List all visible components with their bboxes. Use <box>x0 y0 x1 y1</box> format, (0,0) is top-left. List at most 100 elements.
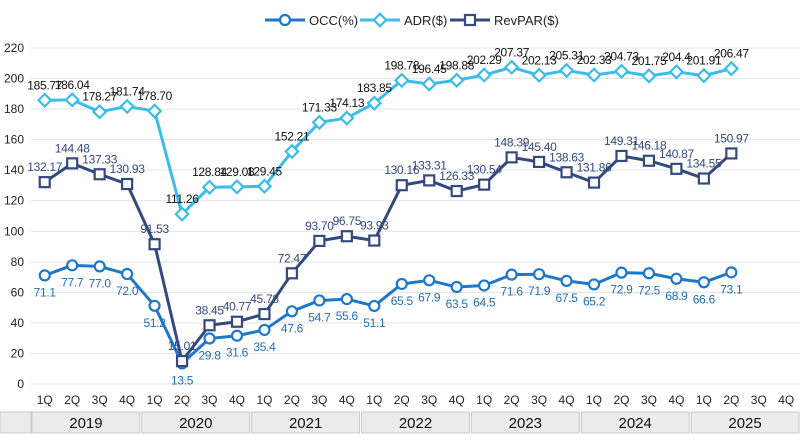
data-label: 67.5 <box>555 291 578 305</box>
data-label: 77.7 <box>61 275 84 289</box>
year-band-left-cap <box>0 411 32 434</box>
legend-label: ADR($) <box>404 13 447 28</box>
data-point-circle <box>285 305 299 318</box>
y-tick-label: 40 <box>11 316 25 330</box>
x-quarter-label: 1Q <box>476 393 492 407</box>
data-label: 68.9 <box>665 289 688 303</box>
data-point-diamond <box>311 114 328 131</box>
data-point-diamond <box>36 92 53 109</box>
data-point-circle <box>423 274 436 287</box>
series-revpar <box>38 147 738 368</box>
data-point-diamond <box>91 103 108 120</box>
x-year-label: 2021 <box>289 415 322 432</box>
y-tick-label: 80 <box>11 255 25 269</box>
data-point-circle <box>66 259 79 272</box>
data-label: 126.33 <box>439 169 475 183</box>
data-label: 35.4 <box>253 340 276 354</box>
data-point-square <box>121 177 134 191</box>
x-quarter-label: 3Q <box>641 393 657 407</box>
data-label: 65.5 <box>391 294 414 308</box>
data-label: 205.31 <box>549 48 585 62</box>
data-point-diamond <box>723 60 740 77</box>
x-quarter-label: 4Q <box>229 393 245 407</box>
y-tick-label: 60 <box>11 285 25 299</box>
data-label: 198.78 <box>384 58 420 72</box>
data-label: 133.31 <box>412 158 448 172</box>
data-label: 148.39 <box>494 135 530 149</box>
data-label: 207.37 <box>494 45 530 59</box>
data-point-circle <box>587 278 601 291</box>
data-point-diamond <box>668 64 685 80</box>
x-quarter-label: 4Q <box>778 393 794 407</box>
data-label: 146.18 <box>631 139 667 153</box>
data-point-circle <box>340 292 353 306</box>
data-label: 71.6 <box>501 285 524 299</box>
data-point-diamond <box>696 67 712 84</box>
data-point-circle <box>121 267 134 281</box>
data-label: 129.45 <box>247 164 283 178</box>
data-point-circle <box>395 277 408 291</box>
data-label: 137.33 <box>82 152 118 166</box>
data-point-circle <box>560 274 573 288</box>
data-point-square <box>38 176 51 189</box>
x-year-label: 2024 <box>619 415 652 432</box>
x-quarter-label: 2Q <box>174 393 190 407</box>
x-quarter-label: 1Q <box>37 393 53 407</box>
data-label: 201.91 <box>686 54 722 68</box>
legend: OCC(%) ADR($) RevPAR($) <box>265 12 559 28</box>
data-point-circle <box>642 267 656 280</box>
data-label: 130.54 <box>467 163 503 177</box>
data-label: 185.77 <box>27 78 63 92</box>
data-point-circle <box>450 280 463 294</box>
data-label: 178.70 <box>137 89 173 103</box>
data-label: 51.1 <box>363 316 386 330</box>
data-label: 72.0 <box>116 284 139 298</box>
data-point-square <box>697 172 710 185</box>
series-lines <box>36 59 740 370</box>
data-label: 71.1 <box>34 285 57 299</box>
data-point-square <box>642 154 656 167</box>
data-label: 96.75 <box>333 214 362 228</box>
data-point-square <box>587 176 601 189</box>
data-point-diamond <box>503 59 520 76</box>
data-label: 132.17 <box>27 160 63 174</box>
gridlines <box>31 47 800 385</box>
data-label: 47.6 <box>281 321 304 335</box>
x-quarter-label: 3Q <box>421 393 437 407</box>
year-band <box>31 411 141 434</box>
data-label: 54.7 <box>308 310 331 324</box>
data-label: 29.8 <box>198 348 221 362</box>
year-band <box>141 411 251 434</box>
x-quarter-label: 4Q <box>559 393 575 407</box>
data-point-diamond <box>558 62 575 79</box>
year-band <box>690 411 800 434</box>
data-point-diamond <box>613 63 630 80</box>
data-point-square <box>670 162 683 175</box>
data-point-square <box>463 13 477 27</box>
data-label: 66.6 <box>693 292 716 306</box>
data-label: 38.45 <box>195 303 224 317</box>
legend-label: RevPAR($) <box>494 13 559 28</box>
year-band <box>361 411 470 434</box>
data-label: 91.53 <box>140 222 169 236</box>
x-quarter-label: 1Q <box>147 393 163 407</box>
x-quarter-label: 3Q <box>92 393 108 407</box>
data-label: 71.9 <box>528 284 551 298</box>
data-point-diamond <box>119 98 135 115</box>
data-point-circle <box>38 269 51 282</box>
data-label: 63.5 <box>446 297 469 311</box>
x-year-label: 2022 <box>399 415 432 432</box>
year-band <box>580 411 690 434</box>
legend-label: OCC(%) <box>309 13 358 28</box>
data-label: 145.40 <box>522 140 558 154</box>
x-quarter-label: 1Q <box>256 393 272 407</box>
data-label: 204.4 <box>662 50 691 64</box>
data-point-circle <box>615 266 628 279</box>
data-point-circle <box>313 294 326 307</box>
x-quarter-label: 1Q <box>586 393 602 407</box>
data-point-circle <box>478 279 491 292</box>
data-label: 201.75 <box>631 54 667 68</box>
x-quarter-label: 2Q <box>284 393 300 407</box>
data-label: 64.5 <box>473 295 496 309</box>
data-point-circle <box>93 260 106 273</box>
